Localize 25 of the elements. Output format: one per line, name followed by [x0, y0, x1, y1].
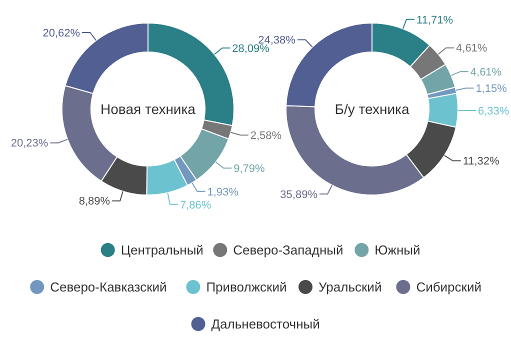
- data-label: 2,58%: [250, 130, 282, 142]
- data-label: 1,15%: [476, 82, 508, 95]
- data-label: 9,79%: [234, 163, 266, 176]
- data-label: 35,89%: [280, 188, 318, 201]
- text: Новая техника: [100, 100, 196, 117]
- data-label: 4,61%: [470, 66, 502, 78]
- data-label: 6,33%: [478, 105, 510, 118]
- legend-label: Сибирский: [416, 280, 482, 295]
- data-label: 20,62%: [42, 27, 80, 40]
- data-label: 8,89%: [78, 196, 110, 208]
- data-label: 20,23%: [10, 138, 48, 150]
- legend-label: Северо-Западный: [233, 242, 344, 258]
- data-label: 7,86%: [180, 199, 212, 212]
- legend-label: Приволжский: [206, 280, 287, 295]
- data-label: 11,71%: [416, 14, 454, 26]
- text: Б/у техника: [334, 100, 410, 117]
- legend-label: Северо-Кавказский: [50, 280, 167, 295]
- data-label: 28,09%: [232, 42, 270, 55]
- data-label: 4,61%: [456, 42, 488, 55]
- legend-label: Южный: [374, 242, 420, 258]
- legend-label: Центральный: [120, 242, 204, 258]
- legend-label: Дальневосточный: [211, 316, 320, 332]
- legend-label: Уральский: [318, 280, 382, 295]
- data-label: 11,32%: [462, 156, 500, 168]
- data-label: 1,93%: [207, 186, 239, 198]
